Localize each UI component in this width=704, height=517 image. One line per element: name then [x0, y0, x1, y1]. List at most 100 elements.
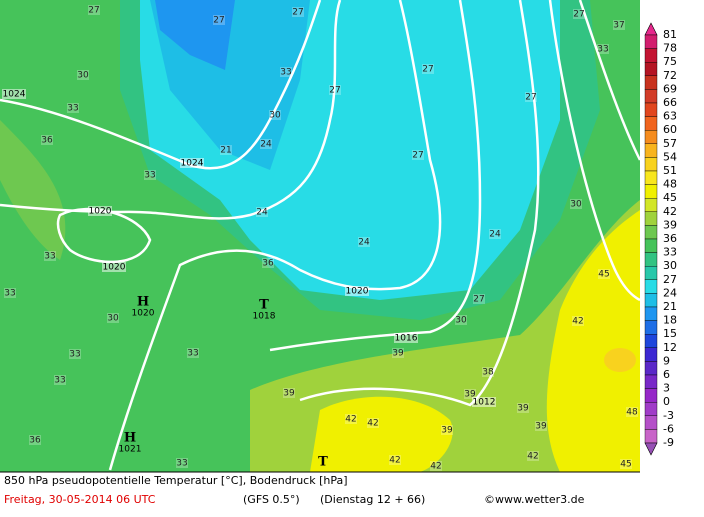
colorbar-label: 66: [663, 96, 677, 109]
colorbar-band: [644, 293, 658, 308]
temperature-label: 27: [412, 151, 423, 161]
temperature-label: 27: [213, 16, 224, 26]
pressure-center-symbol: H: [137, 295, 149, 310]
colorbar-label: 69: [663, 82, 677, 95]
temperature-label: 39: [464, 390, 476, 400]
label-box: [441, 425, 453, 435]
temperature-label: 39: [441, 426, 453, 436]
colorbar-band: [644, 48, 658, 63]
colorbar-band: [644, 75, 658, 90]
temperature-label: 27: [88, 6, 99, 16]
label-box: [283, 388, 295, 398]
colorbar-cap: [644, 22, 658, 36]
footer-title: 850 hPa pseudopotentielle Temperatur [°C…: [4, 474, 348, 487]
colorbar-band: [644, 102, 658, 117]
colorbar-cap: [644, 442, 658, 456]
colorbar-band: [644, 279, 658, 294]
label-box: [626, 407, 638, 417]
colorbar-band: [644, 347, 658, 362]
pressure-center-symbol: H: [124, 431, 136, 446]
temperature-label: 36: [29, 436, 41, 446]
colorbar-label: 51: [663, 164, 677, 177]
temperature-label: 42: [367, 419, 378, 429]
colorbar-label: 72: [663, 69, 677, 82]
temperature-label: 36: [262, 259, 274, 269]
footer-model: (GFS 0.5°): [243, 493, 300, 506]
colorbar-label: 9: [663, 354, 670, 367]
colorbar-label: 21: [663, 300, 677, 313]
colorbar-band: [644, 266, 658, 281]
temperature-label: 27: [329, 86, 340, 96]
label-box: [620, 459, 632, 469]
colorbar-band: [644, 62, 658, 77]
isobar-label: 1020: [89, 207, 112, 217]
hottest-area: [604, 348, 636, 372]
colorbar-band: [644, 334, 658, 349]
temperature-label: 33: [67, 104, 78, 114]
label-box: [180, 158, 204, 168]
colorbar-band: [644, 143, 658, 158]
colorbar-label: 33: [663, 246, 677, 259]
pressure-center-value: 1018: [253, 312, 276, 322]
colorbar-label: 12: [663, 341, 677, 354]
temperature-label: 36: [41, 136, 53, 146]
colorbar-band: [644, 252, 658, 267]
label-box: [358, 237, 370, 247]
colorbar-label: 18: [663, 314, 677, 327]
colorbar-label: 81: [663, 28, 677, 41]
label-box: [597, 44, 609, 54]
colorbar-label: 39: [663, 218, 677, 231]
temperature-label: 38: [482, 368, 494, 378]
temperature-label: 39: [535, 422, 547, 432]
colorbar-band: [644, 129, 658, 144]
temperature-label: 24: [260, 140, 272, 150]
label-box: [88, 5, 100, 15]
pressure-center-symbol: T: [318, 455, 328, 470]
colorbar-label: 36: [663, 232, 677, 245]
footer-source: ©www.wetter3.de: [484, 493, 585, 506]
hotter-area: [310, 396, 453, 472]
isobar-label: 1024: [181, 159, 204, 169]
label-box: [389, 455, 401, 465]
label-box: [572, 316, 584, 326]
label-box: [525, 92, 537, 102]
colorbar-label: 24: [663, 286, 677, 299]
colorbar-band: [644, 429, 658, 444]
label-box: [517, 403, 529, 413]
temperature-label: 45: [620, 460, 631, 470]
colorbar-label: 75: [663, 55, 677, 68]
temperature-label: 27: [422, 65, 433, 75]
colorbar-label: 15: [663, 327, 677, 340]
colorbar-label: 30: [663, 259, 677, 272]
colorbar-band: [644, 116, 658, 131]
temperature-label: 30: [107, 314, 119, 324]
label-box: [613, 20, 625, 30]
colorbar-band: [644, 374, 658, 389]
temperature-label: 27: [473, 295, 484, 305]
label-box: [269, 110, 281, 120]
label-box: [4, 288, 16, 298]
label-box: [44, 251, 56, 261]
footer-run: (Dienstag 12 + 66): [320, 493, 425, 506]
label-box: [262, 258, 274, 268]
temperature-label: 33: [176, 459, 187, 469]
label-box: [472, 397, 496, 407]
colorbar-label: -3: [663, 409, 674, 422]
colorbar-label: 45: [663, 191, 677, 204]
pressure-center-value: 1020: [132, 309, 155, 319]
map: 27 27 27 30 33 33 30 36 21 24 33 27 27 27 33 37 27 27 24 24…: [0, 0, 642, 472]
label-box: [345, 286, 369, 296]
label-box: [67, 103, 79, 113]
colorbar-band: [644, 238, 658, 253]
colorbar-label: 27: [663, 273, 677, 286]
footer-background: [0, 472, 640, 513]
colorbar-label: 63: [663, 110, 677, 123]
colorbar-label: 42: [663, 205, 677, 218]
colorbar-band: [644, 157, 658, 172]
colorbar-band: [644, 415, 658, 430]
colorbar-band: [644, 402, 658, 417]
label-box: [455, 315, 467, 325]
temperature-label: 33: [4, 289, 15, 299]
label-box: [77, 70, 89, 80]
